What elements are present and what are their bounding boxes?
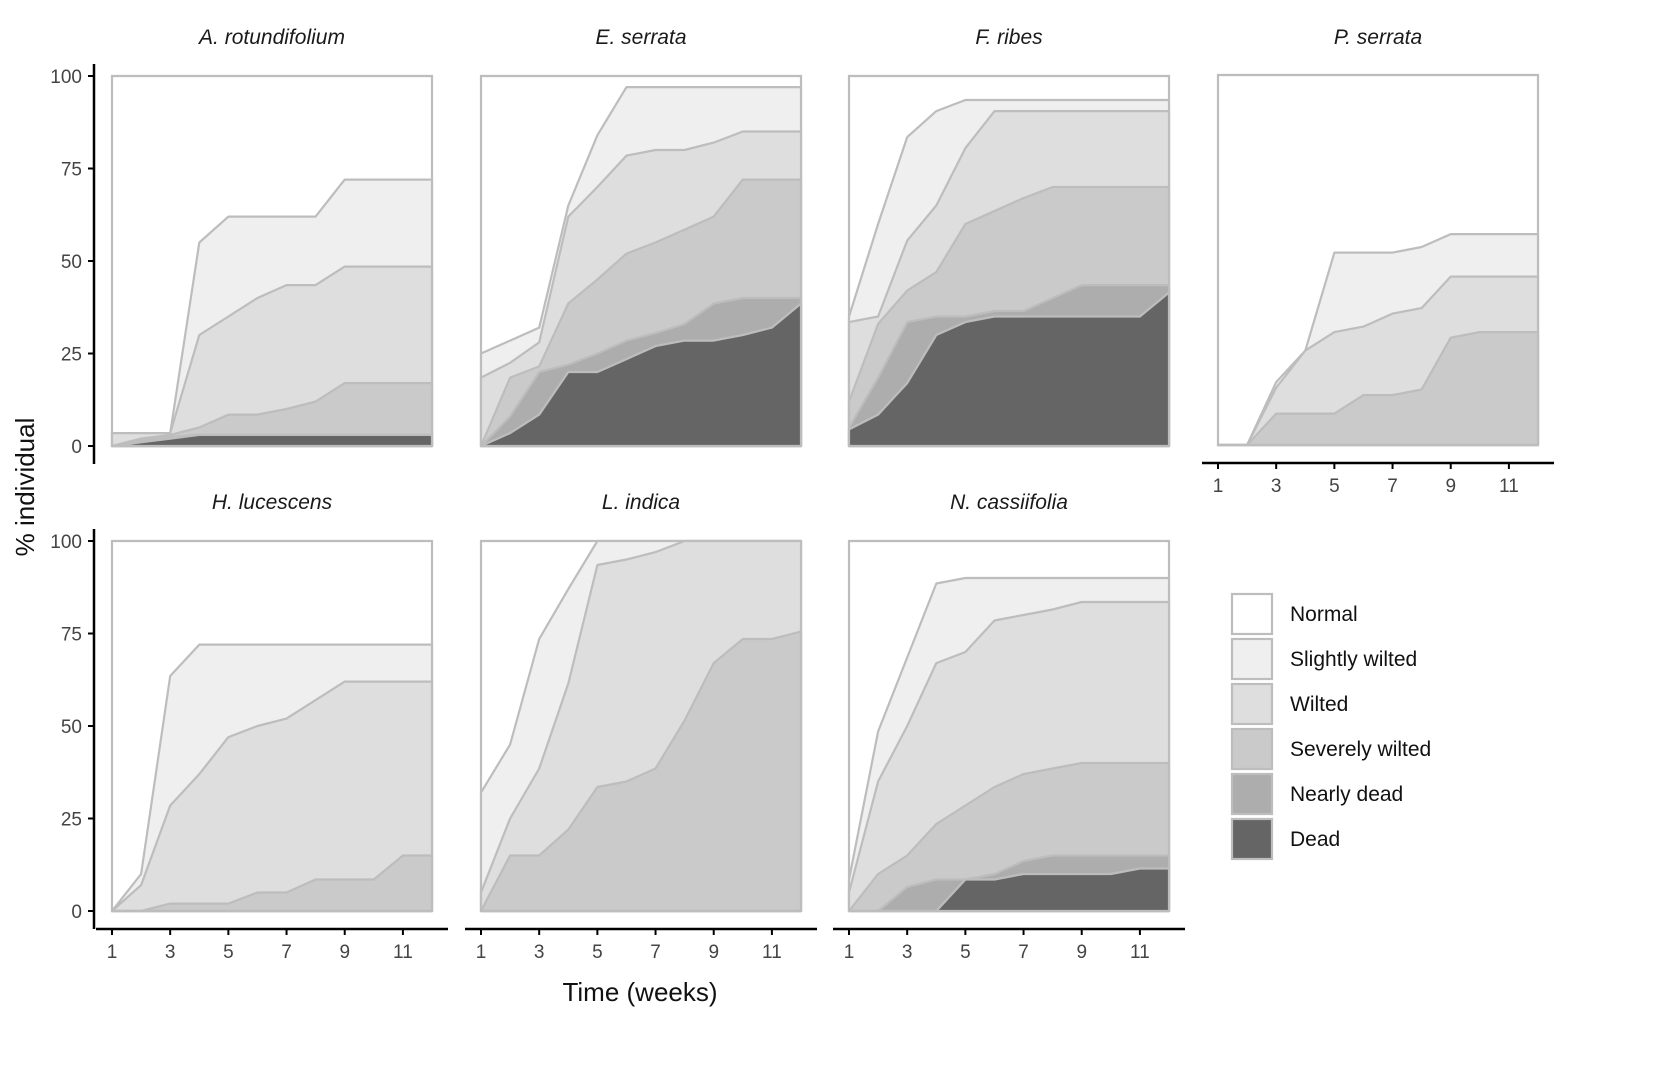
- panel-title: E. serrata: [595, 26, 686, 49]
- legend-item-nearly-dead: Nearly dead: [1230, 772, 1403, 816]
- legend-label: Wilted: [1290, 693, 1348, 716]
- y-tick-label: 75: [61, 160, 82, 181]
- x-tick-label: 11: [1130, 942, 1150, 963]
- x-tick-label: 1: [107, 942, 118, 963]
- area-dead: [847, 867, 1171, 913]
- panel-title: A. rotundifolium: [197, 26, 345, 49]
- y-tick-label: 75: [61, 625, 82, 646]
- legend-item-normal: Normal: [1230, 592, 1358, 636]
- legend-swatch: [1230, 817, 1274, 861]
- y-tick-label: 0: [71, 437, 82, 458]
- panel-title: L. indica: [602, 491, 680, 514]
- legend-item-slightly-wilted: Slightly wilted: [1230, 637, 1417, 681]
- x-tick-label: 5: [592, 942, 603, 963]
- x-tick-label: 3: [534, 942, 545, 963]
- x-tick-label: 1: [476, 942, 487, 963]
- x-tick-label: 3: [1271, 476, 1282, 497]
- legend-label: Nearly dead: [1290, 783, 1403, 806]
- legend-item-severely-wilted: Severely wilted: [1230, 727, 1431, 771]
- legend: Normal Slightly wilted Wilted Severely wilt…: [1230, 592, 1431, 861]
- x-tick-label: 5: [223, 942, 234, 963]
- panel-h-lucescens: H. lucescens: [110, 491, 434, 913]
- x-tick-label: 11: [762, 942, 782, 963]
- panel-p-serrata: P. serrata: [1216, 26, 1540, 447]
- x-tick-label: 11: [393, 942, 413, 963]
- x-tick-label: 5: [1329, 476, 1340, 497]
- x-tick-label: 1: [1213, 476, 1224, 497]
- panel-title: N. cassiifolia: [950, 491, 1068, 514]
- legend-swatch: [1230, 682, 1274, 726]
- x-tick-label: 1: [844, 942, 855, 963]
- x-tick-label: 11: [1499, 476, 1519, 497]
- y-tick-label: 0: [71, 902, 82, 923]
- legend-item-dead: Dead: [1230, 817, 1340, 861]
- y-axis-title: % individual: [10, 418, 40, 557]
- area-dead: [847, 291, 1171, 448]
- panel-a-rotundifolium: A. rotundifolium: [110, 26, 434, 448]
- x-tick-label: 7: [281, 942, 292, 963]
- legend-label: Severely wilted: [1290, 738, 1431, 761]
- area-dead: [479, 302, 803, 448]
- legend-label: Normal: [1290, 603, 1358, 626]
- panel-title: H. lucescens: [212, 491, 333, 514]
- x-tick-label: 9: [339, 942, 350, 963]
- y-tick-label: 50: [61, 252, 82, 273]
- x-tick-label: 7: [650, 942, 661, 963]
- panel-f-ribes: F. ribes: [847, 26, 1171, 448]
- x-tick-label: 9: [1445, 476, 1456, 497]
- panel-l-indica: L. indica: [479, 491, 803, 913]
- legend-swatch: [1230, 637, 1274, 681]
- y-tick-label: 25: [61, 810, 82, 831]
- x-tick-label: 5: [960, 942, 971, 963]
- y-tick-label: 25: [61, 345, 82, 366]
- panel-title: P. serrata: [1334, 26, 1422, 49]
- legend-label: Dead: [1290, 828, 1340, 851]
- panel-e-serrata: E. serrata: [479, 26, 803, 448]
- y-tick-label: 100: [50, 532, 82, 553]
- panel-n-cassiifolia: N. cassiifolia: [847, 491, 1171, 913]
- legend-label: Slightly wilted: [1290, 648, 1417, 671]
- area-dead: [110, 433, 434, 448]
- y-tick-label: 50: [61, 717, 82, 738]
- x-tick-label: 3: [165, 942, 176, 963]
- legend-swatch: [1230, 592, 1274, 636]
- legend-swatch: [1230, 772, 1274, 816]
- y-tick-label: 100: [50, 67, 82, 88]
- x-tick-label: 9: [1076, 942, 1087, 963]
- x-tick-label: 7: [1018, 942, 1029, 963]
- x-axis-title: Time (weeks): [562, 977, 717, 1007]
- x-tick-label: 7: [1387, 476, 1398, 497]
- legend-swatch: [1230, 727, 1274, 771]
- legend-item-wilted: Wilted: [1230, 682, 1348, 726]
- x-tick-label: 9: [708, 942, 719, 963]
- panel-title: F. ribes: [975, 26, 1043, 49]
- x-tick-label: 3: [902, 942, 913, 963]
